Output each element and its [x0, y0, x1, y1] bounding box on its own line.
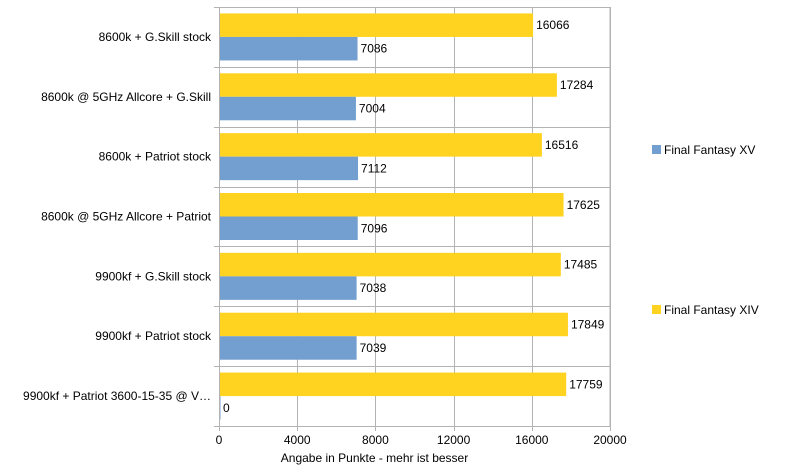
legend-label: Final Fantasy XIV	[664, 303, 759, 317]
bars	[219, 13, 568, 420]
data-label: 17284	[560, 78, 594, 92]
bar-final-fantasy-xv	[219, 156, 359, 181]
data-label: 7039	[360, 341, 387, 355]
data-label: 17759	[569, 377, 603, 391]
category-labels: 8600k + G.Skill stock 8600k @ 5GHz Allcor…	[23, 30, 212, 403]
legend: Final Fantasy XV Final Fantasy XIV	[652, 143, 759, 317]
category-label: 8600k + Patriot stock	[99, 150, 212, 164]
bar-final-fantasy-xv	[219, 216, 358, 240]
axes	[219, 7, 611, 427]
data-label: 17625	[567, 198, 601, 212]
bar-final-fantasy-xv	[219, 336, 357, 360]
category-label: 9900kf + Patriot 3600-15-35 @ V…	[23, 389, 211, 403]
bar-final-fantasy-xv	[219, 96, 356, 121]
bar-final-fantasy-xiv	[219, 312, 568, 337]
category-label: 8600k @ 5GHz Allcore + Patriot	[41, 210, 212, 224]
plot-frame	[219, 7, 611, 427]
bar-final-fantasy-xiv	[219, 193, 564, 217]
data-label: 7004	[359, 102, 386, 116]
legend-swatch	[652, 145, 661, 154]
data-labels: 16066 7086 17284 7004 16516 7112 17625 7096 1748…	[223, 18, 605, 415]
x-tick-label: 8000	[362, 433, 389, 447]
data-label: 17485	[564, 258, 598, 272]
data-label: 7086	[361, 42, 388, 56]
x-axis-title: Angabe in Punkte - mehr ist besser	[281, 451, 468, 465]
x-tick-label: 0	[216, 433, 223, 447]
legend-swatch	[652, 305, 661, 314]
x-tick-label: 4000	[284, 433, 311, 447]
legend-label: Final Fantasy XV	[664, 143, 755, 157]
bar-final-fantasy-xiv	[219, 73, 557, 97]
data-label: 16066	[536, 18, 570, 32]
x-tick-label: 20000	[593, 433, 627, 447]
x-tick-label: 16000	[515, 433, 549, 447]
category-label: 8600k @ 5GHz Allcore + G.Skill	[41, 90, 211, 104]
data-label: 7096	[361, 221, 388, 235]
data-label: 16516	[545, 138, 579, 152]
category-label: 9900kf + G.Skill stock	[95, 269, 212, 283]
x-tick-label: 12000	[437, 433, 471, 447]
bar-final-fantasy-xiv	[219, 372, 567, 397]
bar-final-fantasy-xiv	[219, 133, 542, 157]
data-label: 7112	[361, 161, 387, 175]
data-label: 0	[223, 401, 230, 415]
category-label: 9900kf + Patriot stock	[95, 329, 212, 343]
data-label: 7038	[360, 281, 387, 295]
tick-labels: 0 4000 8000 12000 16000 20000	[216, 433, 627, 447]
category-label: 8600k + G.Skill stock	[99, 30, 212, 44]
data-label: 17849	[571, 317, 605, 331]
bar-final-fantasy-xv	[219, 276, 357, 300]
bar-final-fantasy-xiv	[219, 13, 534, 37]
bar-final-fantasy-xiv	[219, 252, 561, 277]
bar-final-fantasy-xv	[219, 36, 358, 61]
